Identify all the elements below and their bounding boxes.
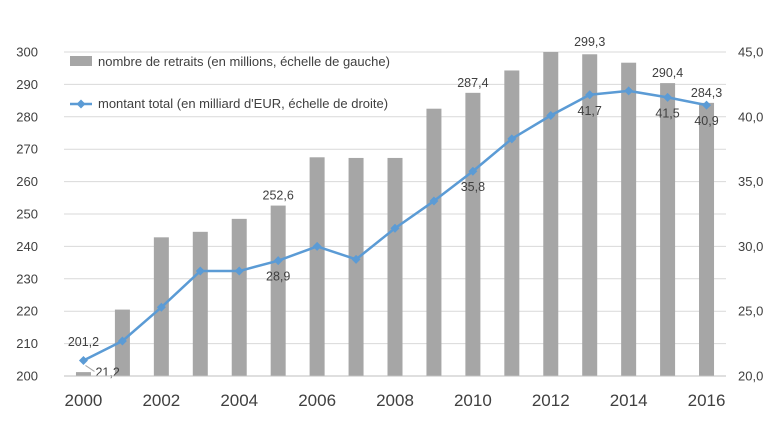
line-point — [468, 166, 478, 176]
y-right-tick-label: 45,0 — [738, 45, 763, 60]
y-left-tick-label: 270 — [16, 142, 38, 157]
bar — [75, 372, 91, 376]
line-point — [234, 266, 244, 276]
x-tick-label: 2002 — [142, 391, 180, 410]
x-tick-label: 2012 — [532, 391, 570, 410]
y-right-tick-label: 35,0 — [738, 174, 763, 189]
legend-bar-swatch — [70, 56, 92, 66]
line-value-label: 35,8 — [461, 180, 485, 194]
line-point — [624, 86, 634, 96]
line-point — [429, 196, 439, 206]
bar-value-label: 201,2 — [68, 335, 99, 349]
bar — [270, 205, 286, 376]
x-tick-label: 2010 — [454, 391, 492, 410]
y-left-tick-label: 260 — [16, 174, 38, 189]
bar-value-label: 299,3 — [574, 35, 605, 49]
line-value-label: 41,7 — [578, 104, 602, 118]
bar-value-label: 290,4 — [652, 66, 683, 80]
bar — [192, 231, 208, 376]
legend-line-label: montant total (en milliard d'EUR, échell… — [98, 96, 388, 111]
line-value-label: 28,9 — [266, 270, 290, 284]
legend: nombre de retraits (en millions, échelle… — [70, 54, 390, 111]
x-tick-label: 2004 — [220, 391, 258, 410]
line-point — [195, 266, 205, 276]
bar — [426, 108, 442, 376]
y-right-tick-label: 30,0 — [738, 239, 763, 254]
bar — [543, 52, 559, 376]
line-point — [117, 336, 127, 346]
y-left-tick-label: 210 — [16, 336, 38, 351]
y-left-tick-label: 240 — [16, 239, 38, 254]
bar-value-label: 252,6 — [263, 189, 294, 203]
y-right-tick-label: 20,0 — [738, 369, 763, 384]
line-point — [78, 355, 88, 365]
bar — [387, 157, 403, 376]
line-series — [78, 86, 712, 365]
line-point — [312, 241, 322, 251]
y-right-tick-label: 25,0 — [738, 304, 763, 319]
bar-value-label: 287,4 — [457, 76, 488, 90]
bar — [231, 218, 247, 376]
line-point — [507, 134, 517, 144]
axes: 200 210 220 230 240 250 260 270 280 290 300 20,0 25,… — [16, 45, 763, 411]
x-tick-label: 2014 — [610, 391, 648, 410]
x-tick-label: 2008 — [376, 391, 414, 410]
bar-series — [75, 52, 715, 377]
bar — [309, 157, 325, 376]
x-tick-label: 2000 — [65, 391, 103, 410]
y-left-tick-label: 220 — [16, 304, 38, 319]
y-left-tick-label: 290 — [16, 77, 38, 92]
line-value-label: 21,2 — [95, 365, 119, 379]
bar — [582, 54, 598, 376]
line-point — [351, 254, 361, 264]
legend-bar-label: nombre de retraits (en millions, échelle… — [98, 54, 390, 69]
y-left-tick-label: 280 — [16, 109, 38, 124]
label-leader — [85, 365, 95, 372]
line-point — [156, 302, 166, 312]
y-left-tick-label: 200 — [16, 369, 38, 384]
x-tick-label: 2016 — [688, 391, 726, 410]
y-left-tick-label: 230 — [16, 271, 38, 286]
bar — [621, 62, 637, 376]
x-tick-label: 2006 — [298, 391, 336, 410]
line-point — [546, 111, 556, 121]
line-value-label: 41,5 — [655, 106, 679, 120]
bar — [504, 70, 520, 376]
bar — [660, 83, 676, 376]
bar — [699, 102, 715, 377]
bar — [348, 157, 364, 376]
line-point — [585, 90, 595, 100]
legend-line-marker — [76, 99, 86, 109]
line-point — [273, 256, 283, 266]
data-labels: 201,2 252,6 287,4 299,3 290,4 284,3 21,2 28,9 35… — [68, 35, 722, 379]
bar-value-label: 284,3 — [691, 86, 722, 100]
line-point — [702, 100, 712, 110]
line-point — [663, 92, 673, 102]
line-value-label: 40,9 — [694, 114, 718, 128]
y-right-tick-label: 40,0 — [738, 109, 763, 124]
y-left-tick-label: 250 — [16, 207, 38, 222]
bar — [465, 92, 481, 376]
y-left-tick-label: 300 — [16, 45, 38, 60]
line-point — [390, 223, 400, 233]
